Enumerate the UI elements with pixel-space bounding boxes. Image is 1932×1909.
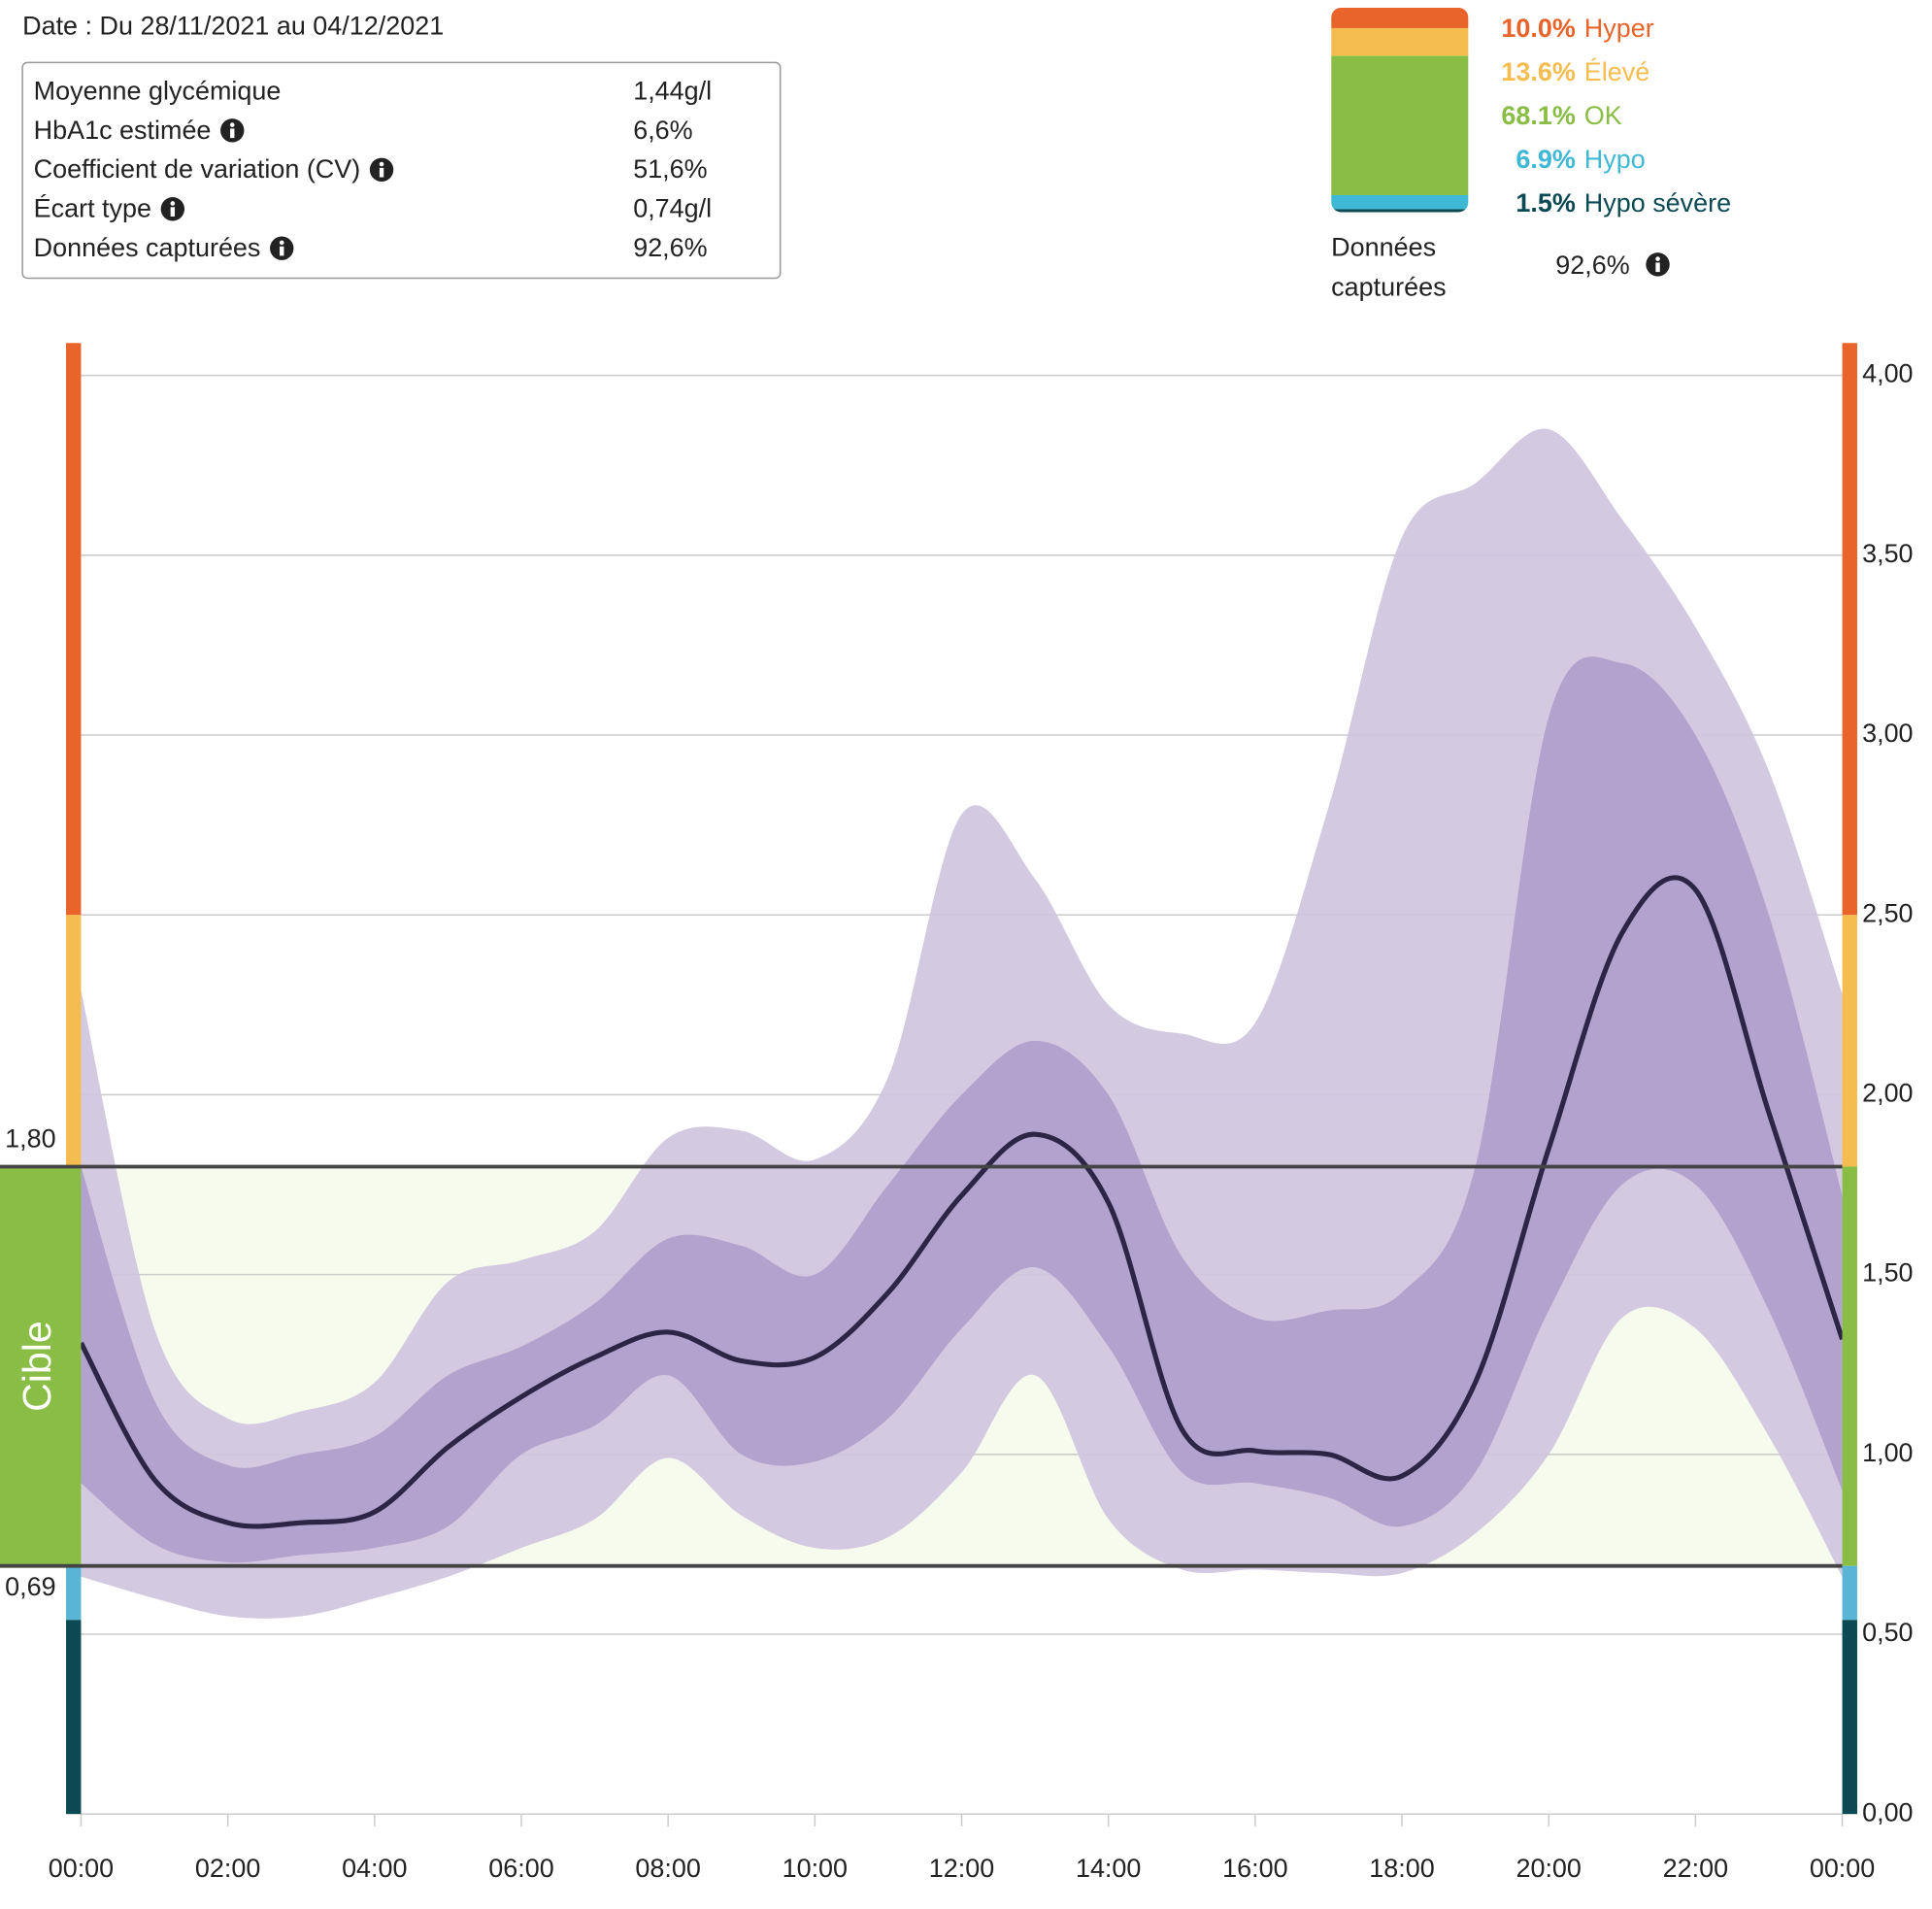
- y-tick-label: 1,00: [1862, 1438, 1913, 1467]
- y-tick-label: 0,00: [1862, 1797, 1913, 1826]
- stat-value: 1,44g/l: [633, 76, 712, 105]
- capture-value: 92,6%: [1555, 251, 1629, 280]
- zone-bar-right: [1842, 915, 1857, 1167]
- x-tick-label: 16:00: [1222, 1854, 1287, 1883]
- x-tick-label: 08:00: [635, 1854, 700, 1883]
- distribution-name: Élevé: [1584, 57, 1649, 86]
- x-tick-label: 06:00: [488, 1854, 553, 1883]
- info-dot: [379, 161, 384, 167]
- distribution-name: Hypo sévère: [1584, 188, 1731, 218]
- x-tick-label: 22:00: [1663, 1854, 1728, 1883]
- stats-box: [21, 61, 782, 280]
- y-tick-label: 2,00: [1862, 1079, 1913, 1108]
- stat-label: Écart type: [34, 194, 151, 223]
- x-tick-label: 20:00: [1516, 1854, 1581, 1883]
- stat-value: 6,6%: [633, 116, 692, 145]
- info-bar: [1655, 262, 1660, 273]
- info-bar: [379, 167, 384, 178]
- percentile-band: [81, 656, 1843, 1563]
- info-dot: [229, 122, 235, 127]
- zone-bar-right: [1842, 1620, 1857, 1815]
- distribution-percent: 10.0%: [1501, 14, 1575, 43]
- distribution-name: OK: [1584, 101, 1622, 130]
- distribution-segment: [1331, 209, 1469, 213]
- x-tick-label: 00:00: [49, 1854, 114, 1883]
- date-range: Date : Du 28/11/2021 au 04/12/2021: [22, 12, 444, 41]
- info-dot: [279, 240, 284, 246]
- distribution-segment: [1331, 194, 1469, 210]
- x-tick-label: 00:00: [1810, 1854, 1875, 1883]
- info-icon: [270, 236, 294, 260]
- distribution-percent: 13.6%: [1501, 57, 1575, 86]
- info-icon: [369, 157, 394, 182]
- x-tick-label: 10:00: [783, 1854, 848, 1883]
- caption-box: Données capturées: [1331, 233, 1447, 302]
- x-tick-label: 18:00: [1369, 1854, 1434, 1883]
- y-tick-label: 1,50: [1862, 1258, 1913, 1288]
- stat-value: 0,74g/l: [633, 194, 712, 223]
- zone-bar-right: [1842, 1166, 1857, 1566]
- target-line-label: 0,69: [5, 1572, 55, 1601]
- info-bar: [280, 246, 284, 256]
- y-tick-label: 0,50: [1862, 1618, 1913, 1647]
- y-tick-label: 4,00: [1862, 359, 1913, 388]
- distribution-segment: [1331, 7, 1469, 28]
- y-tick-label: 2,50: [1862, 898, 1913, 927]
- zone-bar-left: [66, 1565, 82, 1621]
- y-tick-label: 3,50: [1862, 539, 1913, 568]
- x-tick-label: 02:00: [195, 1854, 260, 1883]
- info-icon: [160, 197, 185, 221]
- distribution-segment: [1331, 27, 1469, 56]
- distribution-bar: [1331, 7, 1469, 213]
- stat-label: Coefficient de variation (CV): [34, 154, 361, 184]
- info-icon: [220, 118, 245, 143]
- stat-value: 51,6%: [633, 154, 707, 184]
- info-dot: [170, 201, 176, 206]
- zone-bar-right: [1842, 343, 1857, 916]
- zone-bar-left: [66, 1620, 82, 1815]
- info-icon: [1646, 252, 1670, 277]
- stat-label: HbA1c estimée: [34, 116, 212, 145]
- distribution-name: Hypo: [1584, 145, 1646, 174]
- x-tick-label: 12:00: [929, 1854, 994, 1883]
- distribution-name: Hyper: [1584, 14, 1654, 43]
- target-block: [0, 1166, 82, 1566]
- info-bar: [230, 128, 235, 139]
- zone-bar-left: [66, 915, 82, 1167]
- distribution-percent: 68.1%: [1501, 101, 1575, 130]
- x-tick-label: 14:00: [1076, 1854, 1141, 1883]
- distribution-percent: 6.9%: [1516, 145, 1575, 174]
- zone-bar-right: [1842, 1565, 1857, 1621]
- capture-caption: Données capturées: [1331, 233, 1447, 302]
- target-line-label: 1,80: [5, 1124, 55, 1154]
- y-tick-label: 3,00: [1862, 719, 1913, 748]
- stat-value: 92,6%: [633, 233, 707, 262]
- distribution-percent: 1.5%: [1516, 188, 1575, 218]
- stat-label: Données capturées: [34, 233, 261, 262]
- info-dot: [1655, 256, 1660, 261]
- info-bar: [170, 207, 176, 217]
- distribution-segment: [1331, 55, 1469, 195]
- target-label: Cible: [15, 1321, 59, 1412]
- stat-label: Moyenne glycémique: [34, 76, 282, 105]
- zone-bar-left: [66, 343, 82, 916]
- median-line: [79, 875, 1846, 1529]
- x-tick-label: 04:00: [342, 1854, 407, 1883]
